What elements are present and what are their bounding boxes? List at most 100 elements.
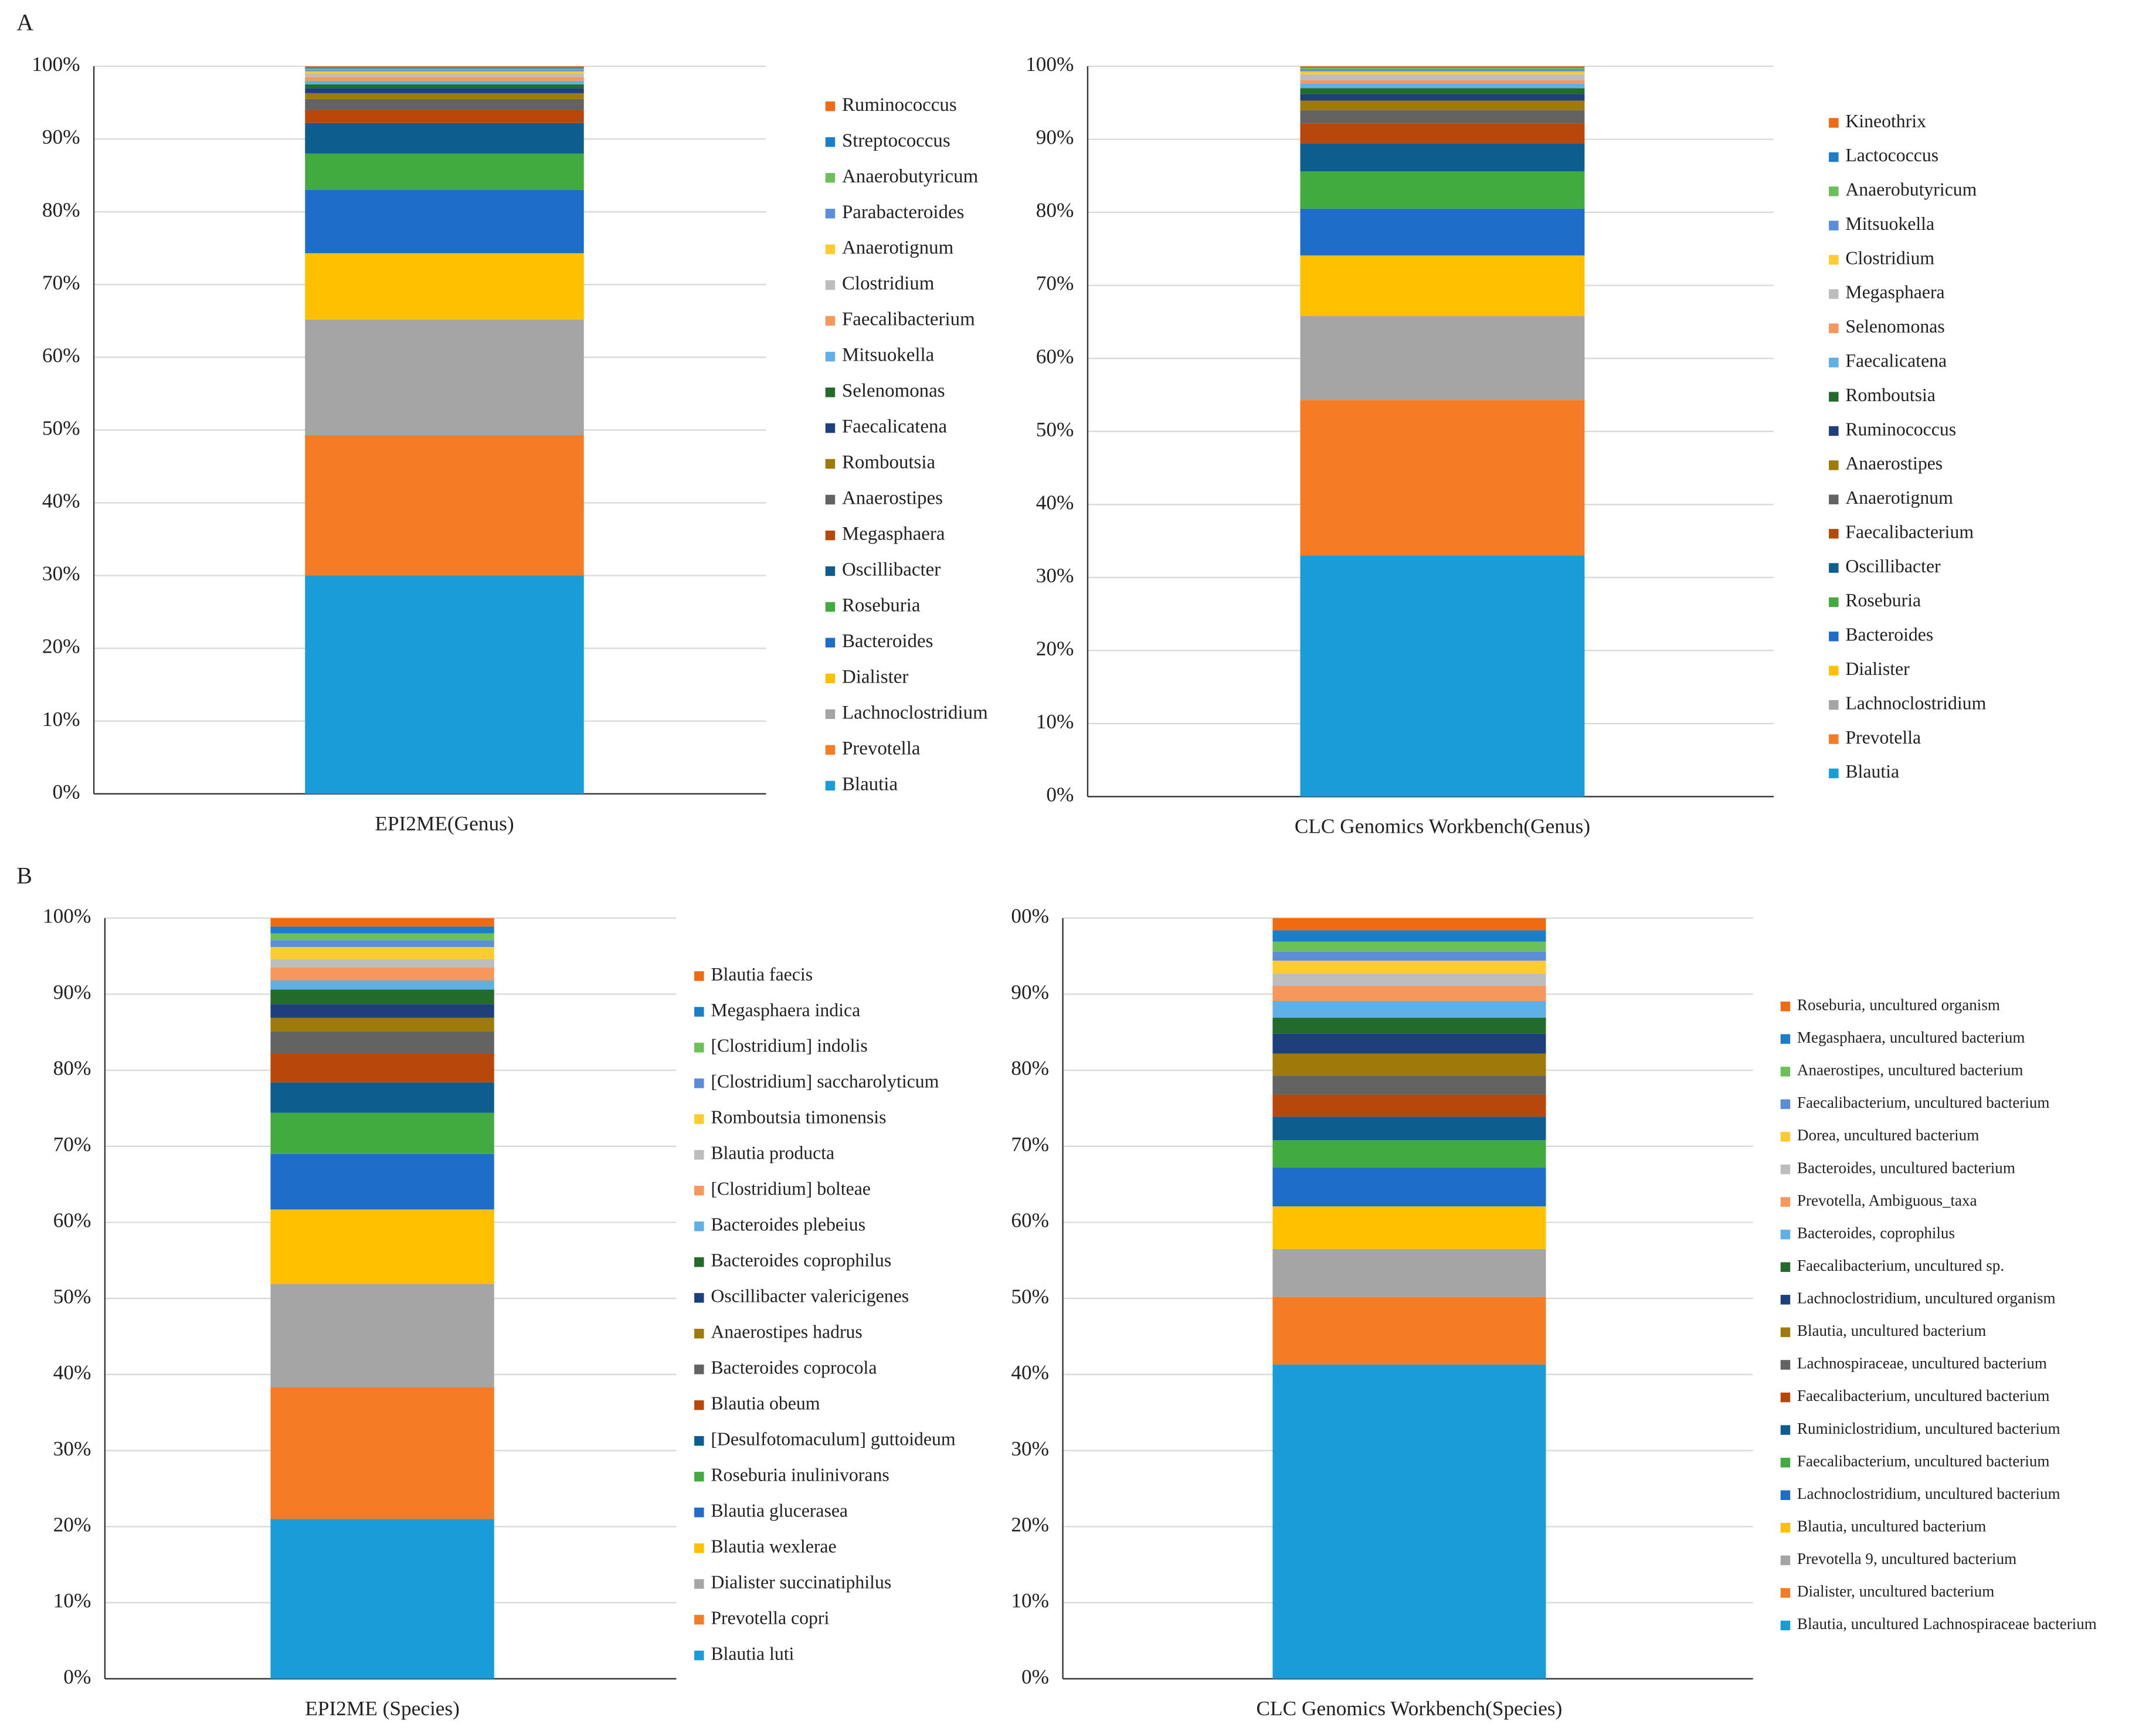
legend-swatch bbox=[825, 137, 836, 147]
legend-label: Bacteroides coprocola bbox=[711, 1358, 877, 1378]
legend-swatch bbox=[1780, 1620, 1791, 1631]
legend-label: Parabacteroides bbox=[842, 202, 964, 223]
bar-segment bbox=[1300, 94, 1585, 101]
bar-segment bbox=[305, 93, 584, 99]
legend-label: Lachnoclostridium bbox=[1845, 693, 1986, 713]
bar-segment bbox=[1272, 1140, 1546, 1168]
y-tick-label: 90% bbox=[1011, 980, 1049, 1003]
x-tick-label: EPI2ME (Species) bbox=[305, 1697, 460, 1720]
legend-swatch bbox=[1780, 1099, 1791, 1109]
legend-label: Faecalibacterium bbox=[1845, 521, 1974, 542]
bar-segment bbox=[1300, 69, 1585, 72]
bar-segment bbox=[1300, 74, 1585, 80]
legend-label: Anaerobutyricum bbox=[1845, 179, 1977, 200]
legend-swatch bbox=[1780, 1392, 1791, 1403]
legend-swatch bbox=[1829, 460, 1839, 470]
legend-swatch bbox=[1780, 1034, 1791, 1044]
bar-segment bbox=[1272, 1033, 1546, 1054]
legend-label: [Desulfotomaculum] guttoideum bbox=[711, 1428, 956, 1449]
bar-segment bbox=[1300, 315, 1585, 401]
y-tick-label: 80% bbox=[42, 198, 80, 221]
legend-label: Romboutsia timonensis bbox=[711, 1107, 886, 1128]
legend-label: Anaerobutyricum bbox=[842, 166, 979, 187]
bar-segment bbox=[1300, 83, 1585, 89]
legend-label: Blautia wexlerae bbox=[711, 1536, 836, 1556]
legend-label: Faecalibacterium, uncultured bacterium bbox=[1797, 1387, 2050, 1404]
legend-swatch bbox=[1829, 152, 1839, 162]
bar-segment bbox=[305, 70, 584, 72]
legend-swatch bbox=[694, 1329, 704, 1339]
y-tick-label: 40% bbox=[1011, 1361, 1049, 1384]
legend-label: Dialister bbox=[842, 666, 908, 687]
legend-swatch bbox=[1829, 220, 1839, 230]
legend-swatch bbox=[694, 1257, 704, 1267]
legend-swatch bbox=[1780, 1132, 1791, 1142]
legend-swatch bbox=[694, 1543, 704, 1553]
y-tick-label: 30% bbox=[53, 1437, 91, 1460]
legend-swatch bbox=[1829, 323, 1839, 334]
legend-swatch bbox=[694, 1150, 704, 1160]
legend-label: Dialister succinatiphilus bbox=[711, 1572, 891, 1592]
bar-segment bbox=[1300, 208, 1585, 256]
legend-label: Blautia glucerasea bbox=[711, 1500, 848, 1521]
bar-segment bbox=[270, 1053, 494, 1083]
legend-label: [Clostridium] indolis bbox=[711, 1036, 867, 1056]
legend-swatch bbox=[694, 1614, 704, 1625]
bar-segment bbox=[1300, 400, 1585, 556]
bar-segment bbox=[270, 946, 494, 959]
legend-swatch bbox=[1829, 254, 1839, 265]
legend-label: Bacteroides, uncultured bacterium bbox=[1797, 1159, 2015, 1176]
legend-label: Lachnoclostridium bbox=[842, 702, 988, 723]
bar-segment bbox=[305, 435, 584, 576]
legend-swatch bbox=[825, 745, 836, 755]
bar-segment bbox=[270, 989, 494, 1005]
legend-swatch bbox=[825, 709, 836, 720]
legend-swatch bbox=[694, 1221, 704, 1231]
legend-swatch bbox=[1829, 632, 1839, 642]
y-tick-label: 10% bbox=[1011, 1589, 1049, 1612]
legend-swatch bbox=[825, 494, 836, 505]
y-tick-label: 90% bbox=[42, 125, 80, 148]
y-tick-label: 10% bbox=[42, 708, 80, 731]
legend-swatch bbox=[694, 1293, 704, 1303]
y-tick-label: 30% bbox=[1011, 1437, 1049, 1460]
bar-segment bbox=[270, 1112, 494, 1154]
legend-label: Lachnoclostridium, uncultured bacterium bbox=[1797, 1485, 2060, 1502]
legend-label: Blautia, uncultured bacterium bbox=[1797, 1517, 1986, 1535]
bar-segment bbox=[1272, 930, 1546, 942]
legend-label: Selenomonas bbox=[842, 381, 945, 402]
legend-label: Romboutsia bbox=[1845, 385, 1936, 405]
legend-swatch bbox=[1780, 1360, 1791, 1370]
legend-swatch bbox=[825, 172, 836, 183]
y-tick-label: 10% bbox=[53, 1589, 91, 1612]
bar-segment bbox=[1272, 1168, 1546, 1207]
legend-label: Prevotella bbox=[1845, 727, 1921, 748]
legend-swatch bbox=[825, 101, 836, 111]
legend-swatch bbox=[1780, 1164, 1791, 1175]
legend-swatch bbox=[1780, 1490, 1791, 1500]
y-tick-label: 40% bbox=[53, 1361, 91, 1384]
bar-segment bbox=[1272, 1365, 1546, 1679]
legend-label: Anaerotignum bbox=[842, 237, 954, 259]
legend-label: Faecalicatena bbox=[842, 416, 948, 437]
legend-label: Roseburia bbox=[842, 595, 921, 616]
legend-swatch bbox=[1829, 494, 1839, 505]
legend-label: Blautia faecis bbox=[711, 964, 813, 985]
y-tick-label: 20% bbox=[53, 1513, 91, 1536]
bar-segment bbox=[270, 926, 494, 934]
legend-label: Oscillibacter valericigenes bbox=[711, 1286, 909, 1307]
bar-segment bbox=[1300, 80, 1585, 84]
bar-segment bbox=[1272, 961, 1546, 974]
legend-label: Blautia, uncultured bacterium bbox=[1797, 1322, 1986, 1339]
y-tick-label: 50% bbox=[1011, 1285, 1049, 1308]
legend-label: Bacteroides, coprophilus bbox=[1797, 1224, 1955, 1241]
bar-segment bbox=[270, 1519, 494, 1679]
y-tick-label: 100% bbox=[1026, 53, 1074, 76]
y-tick-label: 90% bbox=[1036, 126, 1074, 149]
bar-segment bbox=[270, 967, 494, 980]
y-tick-label: 70% bbox=[53, 1133, 91, 1156]
legend-label: Prevotella copri bbox=[711, 1607, 829, 1628]
bar-segment bbox=[305, 67, 584, 69]
bar-segment bbox=[305, 77, 584, 81]
bar-segment bbox=[1272, 973, 1546, 986]
